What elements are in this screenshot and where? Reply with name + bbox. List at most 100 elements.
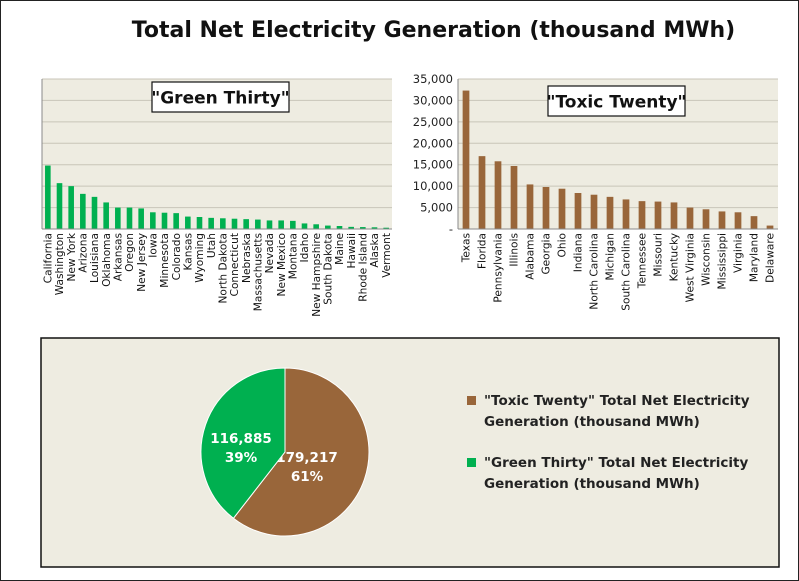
x-tick-label: North Carolina xyxy=(589,233,601,310)
x-tick-label: Texas xyxy=(461,233,473,263)
bar xyxy=(313,224,319,229)
pie-panel: 179,217 61% 116,885 39% "Toxic Twenty" Total… xyxy=(40,337,780,568)
legend-swatch xyxy=(467,458,476,467)
x-tick-label: Hawaii xyxy=(346,233,358,269)
y-tick-label: 20,000 xyxy=(413,136,453,150)
legend-label: "Toxic Twenty" Total Net Electricity Gene… xyxy=(484,393,750,430)
bar xyxy=(150,212,156,229)
bar xyxy=(45,165,51,229)
x-tick-label: Indiana xyxy=(573,233,585,272)
x-tick-label: Massachusetts xyxy=(253,233,265,311)
bar xyxy=(336,226,343,229)
x-tick-label: Idaho xyxy=(299,233,311,263)
x-tick-label: Iowa xyxy=(148,233,160,258)
pie-value-label: 116,885 xyxy=(210,431,272,447)
x-tick-label: Washington xyxy=(54,233,66,295)
bar xyxy=(622,199,630,229)
bar xyxy=(290,220,296,229)
bar xyxy=(462,90,470,229)
x-tick-label: New Hampshire xyxy=(311,233,323,317)
x-tick-label: West Virginia xyxy=(685,233,697,302)
x-tick-label: Montana xyxy=(288,233,300,279)
x-tick-label: Maryland xyxy=(749,233,761,282)
y-tick-label: 10,000 xyxy=(413,179,453,193)
x-tick-label: Missouri xyxy=(653,233,665,277)
bar xyxy=(348,226,354,229)
bar xyxy=(478,156,486,229)
x-tick-label: Vermont xyxy=(381,233,393,278)
bar xyxy=(686,207,694,229)
bar xyxy=(126,207,133,229)
bar xyxy=(56,183,63,229)
bar xyxy=(383,227,389,229)
x-tick-label: Wisconsin xyxy=(701,233,713,286)
x-tick-label: Utah xyxy=(206,233,218,258)
bar xyxy=(80,193,86,229)
bar xyxy=(734,212,742,229)
x-tick-label: Louisiana xyxy=(89,233,101,283)
x-tick-label: California xyxy=(43,233,55,283)
bar xyxy=(208,217,214,229)
bar xyxy=(542,187,550,229)
x-tick-label: Alabama xyxy=(525,233,537,280)
bar xyxy=(185,216,191,229)
x-tick-label: Georgia xyxy=(541,233,553,275)
chart-title: "Green Thirty" xyxy=(151,89,289,109)
bar xyxy=(718,211,726,229)
x-tick-label: Wyoming xyxy=(194,233,206,283)
bar xyxy=(325,225,331,229)
bar-chart-0: California Washington New York Arizona Louis… xyxy=(41,78,393,317)
chart-title-box xyxy=(151,81,290,113)
page-title: Total Net Electricity Generation (thousa… xyxy=(131,18,736,43)
x-tick-label: South Dakota xyxy=(323,233,335,305)
bar xyxy=(173,213,179,229)
x-tick-label: Rhode Island xyxy=(358,233,370,302)
x-tick-label: South Carolina xyxy=(621,233,633,311)
pie-percent-label: 39% xyxy=(225,450,258,466)
bar xyxy=(766,225,774,229)
bar xyxy=(750,216,758,229)
x-tick-label: Nebraska xyxy=(241,233,253,283)
x-tick-label: Minnesota xyxy=(159,233,171,288)
bar xyxy=(138,208,144,229)
bar xyxy=(301,223,308,229)
chart-title-box xyxy=(547,85,686,117)
bar xyxy=(360,227,366,229)
bar xyxy=(103,202,109,229)
bar xyxy=(670,202,678,229)
bar xyxy=(91,196,98,229)
x-tick-label: Tennessee xyxy=(637,233,649,289)
bar xyxy=(654,201,662,229)
bar xyxy=(558,188,566,229)
y-tick-label: 25,000 xyxy=(413,115,453,129)
bar-chart-1: - 5,000 10,000 15,000 20,000 25,000 30,000 35,0… xyxy=(413,72,778,311)
x-tick-label: North Dakota xyxy=(218,233,230,304)
x-tick-label: Virginia xyxy=(733,233,745,273)
x-tick-label: Connecticut xyxy=(229,233,241,296)
bar xyxy=(371,227,378,229)
x-tick-label: Oklahoma xyxy=(101,233,113,287)
bar xyxy=(590,194,598,229)
x-tick-label: New York xyxy=(66,232,78,281)
x-tick-label: Delaware xyxy=(765,233,777,283)
x-tick-label: Kansas xyxy=(183,233,195,271)
x-tick-label: Maine xyxy=(334,233,346,265)
y-tick-label: 15,000 xyxy=(413,158,453,172)
x-tick-label: New Mexico xyxy=(276,233,288,296)
pie-value-label: 179,217 xyxy=(276,450,338,466)
pie-slice xyxy=(200,367,286,519)
x-tick-label: Alaska xyxy=(369,233,381,268)
x-tick-label: Nevada xyxy=(264,233,276,273)
bar xyxy=(68,186,74,229)
bar xyxy=(638,201,646,229)
bar xyxy=(266,220,273,229)
bar xyxy=(702,209,710,229)
x-tick-label: Arizona xyxy=(78,233,90,273)
bar xyxy=(161,212,168,229)
bar xyxy=(196,217,203,229)
x-tick-label: Illinois xyxy=(509,233,521,267)
x-tick-label: Mississippi xyxy=(717,233,729,289)
bar xyxy=(231,218,238,229)
y-tick-label: 5,000 xyxy=(420,201,453,215)
